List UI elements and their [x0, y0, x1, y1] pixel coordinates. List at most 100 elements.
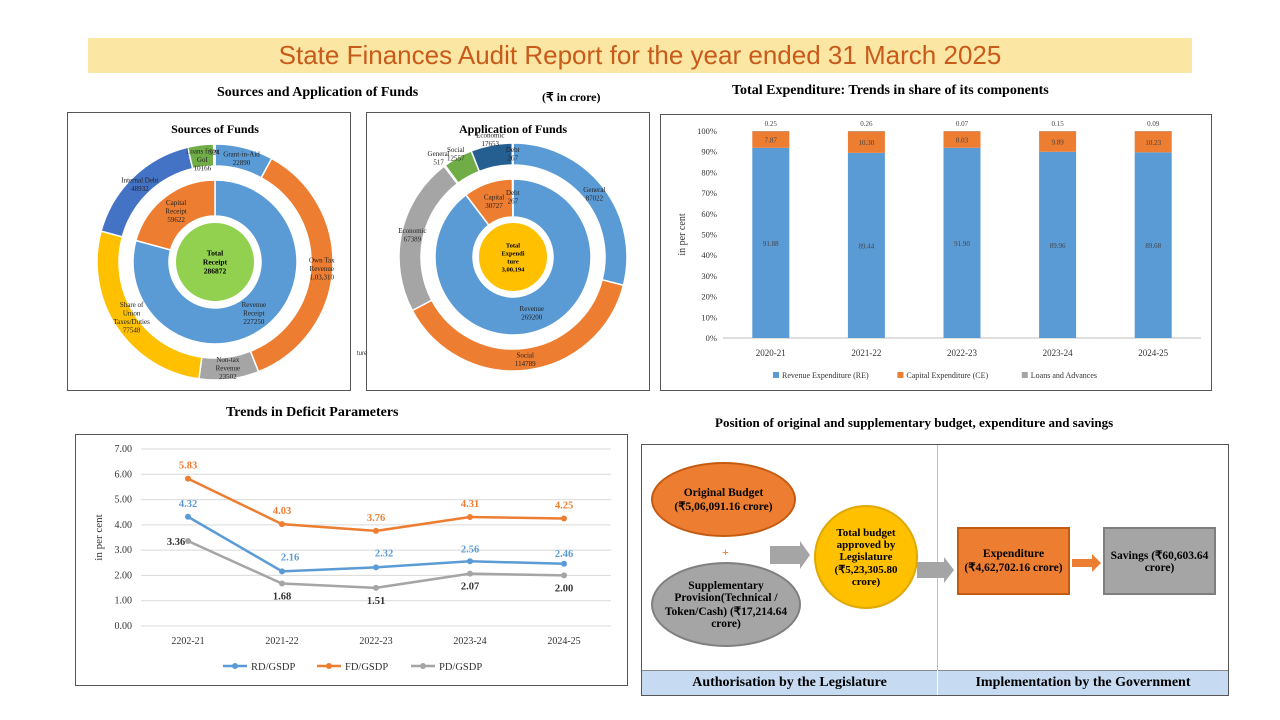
legend-swatch-1	[897, 372, 904, 378]
legend-label-0: Revenue Expenditure (RE)	[782, 371, 869, 380]
svg-text:Expendi: Expendi	[501, 250, 524, 257]
expenditure-box: Expenditure (₹4,62,702.16 crore)	[957, 527, 1070, 595]
x-tick-label: 2023-24	[453, 636, 486, 647]
title-bar: State Finances Audit Report for the year…	[88, 38, 1192, 73]
bar-1-1	[847, 131, 885, 153]
x-tick-label: 2021-22	[851, 348, 881, 358]
svg-text:Social: Social	[447, 146, 465, 154]
point-0-2	[373, 564, 379, 571]
point-0-1	[279, 568, 285, 575]
y-tick-label: 100%	[697, 126, 717, 136]
y-tick-label: 90%	[701, 147, 717, 157]
footer-authorisation: Authorisation by the Legislature	[642, 670, 937, 695]
x-tick-label: 2024-25	[547, 636, 580, 647]
point-2-3	[467, 570, 473, 577]
y-tick-label: 0%	[706, 333, 717, 343]
data-label-0-4: 89.68	[1145, 242, 1161, 250]
svg-text:10166: 10166	[194, 165, 212, 173]
application-panel: Application of Funds Total Expendi ture 3,00…	[357, 112, 650, 391]
svg-text:Union: Union	[123, 309, 141, 317]
savings-box: Savings (₹60,603.64 crore)	[1103, 527, 1216, 595]
point-1-0	[185, 475, 191, 482]
svg-text:Capital: Capital	[166, 199, 186, 207]
svg-text:Revenue: Revenue	[242, 301, 267, 309]
y-tick-label: 10%	[701, 312, 717, 322]
svg-text:227250: 227250	[243, 318, 265, 326]
y-tick-label: 4.00	[115, 520, 133, 531]
data-label-0-2: 2.32	[375, 548, 393, 559]
svg-text:Taxes/Duties: Taxes/Duties	[113, 318, 150, 326]
svg-text:ture: ture	[507, 258, 519, 265]
svg-text:30727: 30727	[485, 202, 503, 210]
data-label-0-3: 2.56	[461, 544, 479, 555]
data-label-0-4: 2.46	[555, 549, 573, 560]
inner-slice-0	[132, 179, 298, 345]
legend-label-2: PD/GSDP	[439, 662, 482, 673]
stray-label: ture	[357, 351, 368, 357]
legend-marker-1	[326, 663, 332, 669]
y-tick-label: 1.00	[115, 596, 133, 607]
svg-text:524: 524	[209, 148, 220, 156]
data-label-2-0: 0.25	[765, 120, 778, 128]
expenditure-bar-chart: 0% 10% 20% 30% 40% 50% 60% 70% 80% 90% 100% 91.88 7.…	[677, 120, 1201, 380]
svg-text:87022: 87022	[586, 195, 604, 203]
data-label-1-1: 10.30	[859, 139, 875, 147]
svg-text:Total: Total	[506, 242, 520, 249]
y-tick-label: 70%	[701, 188, 717, 198]
svg-text:Economic: Economic	[476, 131, 504, 139]
y-tick-label: 2.00	[115, 570, 133, 581]
y-tick-label: 6.00	[115, 469, 133, 480]
legend-marker-0	[232, 663, 238, 669]
point-1-1	[279, 521, 285, 528]
legend-label-1: Capital Expenditure (CE)	[906, 371, 988, 380]
x-tick-label: 2022-23	[359, 636, 392, 647]
svg-text:114789: 114789	[515, 360, 536, 368]
point-1-2	[373, 527, 379, 534]
data-label-2-4: 0.09	[1147, 120, 1160, 128]
bar-0-3	[1039, 151, 1077, 338]
y-tick-label: 5.00	[115, 495, 133, 506]
data-label-0-2: 91.90	[954, 240, 970, 248]
data-label-2-1: 0.26	[860, 120, 873, 128]
budget-panel: Original Budget (₹5,06,091.16 crore) + S…	[641, 444, 1229, 696]
bar-0-1	[847, 152, 885, 338]
svg-text:Share of: Share of	[120, 301, 144, 309]
svg-text:48932: 48932	[131, 185, 149, 193]
data-label-0-0: 4.32	[179, 499, 197, 510]
svg-text:267: 267	[508, 198, 519, 206]
data-label-1-3: 9.89	[1051, 139, 1064, 147]
data-label-1-2: 8.03	[956, 136, 969, 144]
svg-text:General: General	[583, 186, 605, 194]
svg-text:Internal Debt: Internal Debt	[121, 177, 158, 185]
svg-text:22890: 22890	[233, 159, 251, 167]
donut-title: Sources of Funds	[171, 122, 259, 136]
svg-text:Capital: Capital	[484, 193, 504, 201]
data-label-1-4: 10.23	[1145, 139, 1161, 147]
data-label-1-4: 4.25	[555, 501, 573, 512]
svg-text:Debt: Debt	[506, 146, 520, 154]
x-tick-label: 2023-24	[1043, 348, 1073, 358]
svg-text:Social: Social	[516, 351, 534, 359]
y-tick-label: 0.00	[115, 621, 133, 632]
sources-panel: Sources of Funds Total Receipt 286872 Grant-…	[67, 112, 351, 391]
svg-text:Receipt: Receipt	[165, 208, 186, 216]
footer-implementation: Implementation by the Government	[938, 670, 1228, 695]
data-label-1-3: 4.31	[461, 499, 479, 510]
svg-text:1,03,310: 1,03,310	[310, 274, 335, 282]
expenditure-title: Total Expenditure: Trends in share of it…	[732, 83, 1049, 98]
bar-1-3	[1039, 131, 1077, 152]
svg-text:Loans from: Loans from	[186, 148, 219, 156]
data-label-0-1: 89.44	[859, 242, 875, 250]
deficit-title: Trends in Deficit Parameters	[226, 405, 399, 420]
bar-0-2	[943, 147, 981, 338]
point-1-4	[561, 515, 567, 522]
deficit-line-chart: 0.00 1.00 2.00 3.00 4.00 5.00 6.00 7.00 2202-21 2…	[93, 444, 611, 673]
deficit-panel: 0.00 1.00 2.00 3.00 4.00 5.00 6.00 7.00 2202-21 2…	[75, 434, 628, 686]
x-tick-label: 2021-22	[265, 636, 298, 647]
